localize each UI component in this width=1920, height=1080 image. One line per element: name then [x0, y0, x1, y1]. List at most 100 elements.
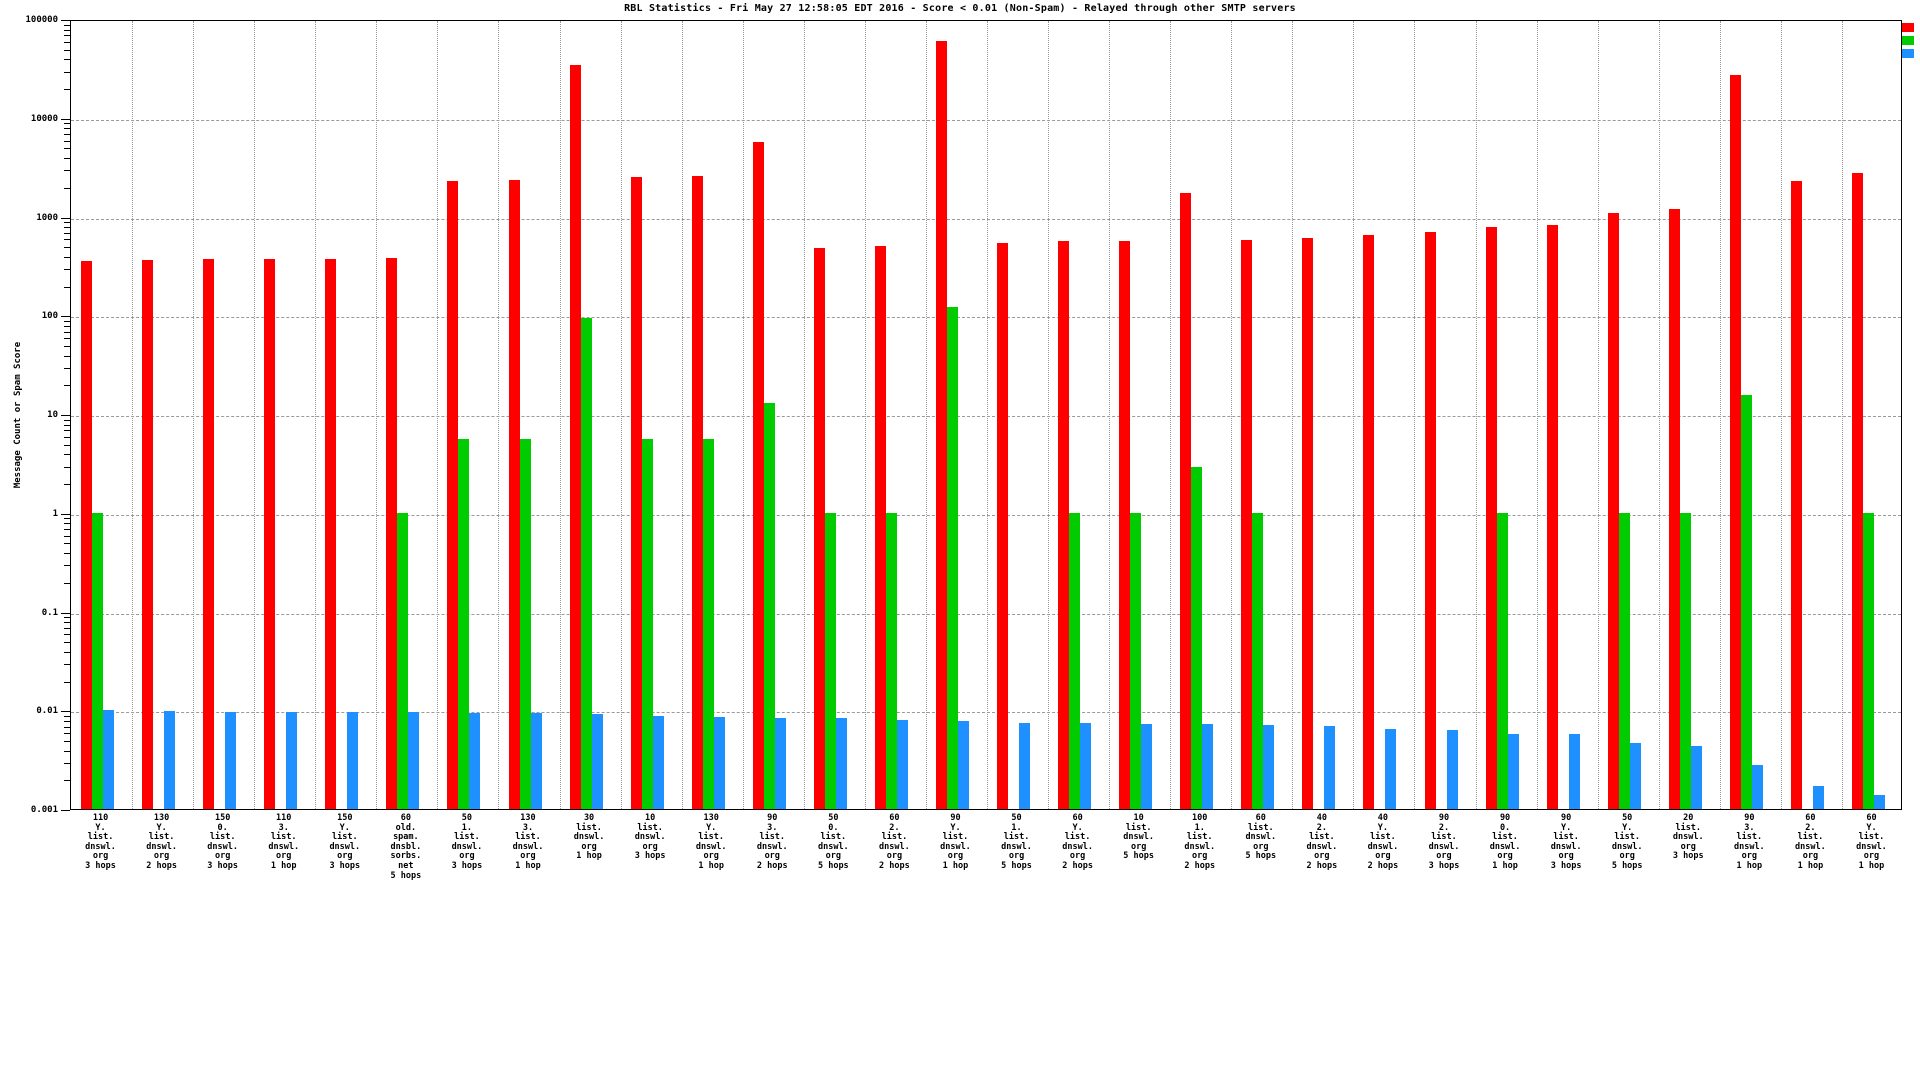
y-tick-minor: [64, 187, 70, 189]
y-tick-minor: [64, 41, 70, 43]
bar-score: [1690, 746, 1702, 809]
bar-spam: [1191, 467, 1203, 809]
y-tick-minor: [64, 651, 70, 653]
bar-score: [408, 712, 420, 809]
y-tick-minor: [64, 320, 70, 322]
bar-not-spam: [1058, 241, 1070, 809]
vertical-gridline: [193, 21, 194, 809]
x-tick-label: 10 list. dnswl. org 3 hops: [634, 813, 666, 862]
bar-not-spam: [1851, 173, 1863, 809]
bar-not-spam: [1424, 232, 1436, 809]
bar-not-spam: [264, 258, 276, 809]
y-tick-minor: [64, 424, 70, 426]
y-tick-minor: [64, 518, 70, 520]
x-tick-label: 110 Y. list. dnswl. org 3 hops: [85, 813, 116, 871]
horizontal-gridline: [71, 317, 1901, 319]
y-tick-minor: [64, 733, 70, 735]
bar-not-spam: [691, 175, 703, 809]
y-tick-minor: [64, 720, 70, 722]
x-tick-label: 40 Y. list. dnswl. org 2 hops: [1367, 813, 1399, 871]
x-tick-label: 10 list. dnswl. org 5 hops: [1123, 813, 1155, 862]
bar-not-spam: [386, 258, 398, 809]
vertical-gridline: [865, 21, 866, 809]
bar-not-spam: [935, 40, 947, 809]
y-tick-minor: [64, 227, 70, 229]
y-tick-major: [61, 513, 70, 515]
horizontal-gridline: [71, 416, 1901, 417]
bar-spam: [580, 318, 592, 809]
y-tick-minor: [64, 681, 70, 683]
y-tick-minor: [64, 543, 70, 545]
y-tick-minor: [64, 553, 70, 555]
y-tick-minor: [64, 123, 70, 125]
y-tick-label: 0.1: [41, 607, 58, 618]
horizontal-gridline: [71, 712, 1901, 714]
y-tick-minor: [64, 49, 70, 51]
bar-not-spam: [447, 180, 459, 809]
y-tick-minor: [64, 345, 70, 347]
vertical-gridline: [1109, 21, 1110, 809]
bar-spam: [519, 438, 531, 809]
bar-spam: [1496, 512, 1508, 809]
y-tick-minor: [64, 89, 70, 91]
x-tick-label: 150 0. list. dnswl. org 3 hops: [207, 813, 239, 871]
vertical-gridline: [1048, 21, 1049, 809]
vertical-gridline: [1170, 21, 1171, 809]
y-tick-minor: [64, 726, 70, 728]
bar-not-spam: [630, 177, 642, 809]
y-tick-minor: [64, 232, 70, 234]
bar-score: [774, 717, 786, 809]
y-tick-minor: [64, 715, 70, 717]
y-tick-minor: [64, 35, 70, 37]
y-tick-minor: [64, 325, 70, 327]
x-tick-label: 130 Y. list. dnswl. org 1 hop: [695, 813, 727, 871]
y-tick-major: [61, 612, 70, 614]
bar-score: [591, 713, 603, 809]
bar-score: [835, 718, 847, 809]
bar-spam: [1130, 512, 1142, 809]
vertical-gridline: [1781, 21, 1782, 809]
y-tick-minor: [64, 627, 70, 629]
y-tick-label: 1000: [36, 212, 58, 223]
bar-score: [164, 711, 176, 809]
horizontal-gridline: [71, 613, 1901, 615]
y-tick-major: [61, 217, 70, 219]
y-tick-label: 100: [41, 311, 58, 322]
y-tick-minor: [64, 740, 70, 742]
vertical-gridline: [926, 21, 927, 809]
vertical-gridline: [1231, 21, 1232, 809]
vertical-gridline: [621, 21, 622, 809]
y-tick-minor: [64, 29, 70, 31]
y-tick-minor: [64, 642, 70, 644]
y-tick-minor: [64, 535, 70, 537]
bar-spam: [1252, 512, 1264, 809]
y-tick-minor: [64, 430, 70, 432]
x-tick-label: 90 2. list. dnswl. org 3 hops: [1428, 813, 1460, 871]
bar-score: [347, 712, 359, 809]
x-tick-label: 50 1. list. dnswl. org 5 hops: [1001, 813, 1032, 871]
x-tick-label: 110 3. list. dnswl. org 1 hop: [268, 813, 300, 871]
bar-score: [1324, 726, 1336, 809]
bar-not-spam: [752, 141, 764, 809]
y-tick-minor: [64, 269, 70, 271]
x-tick-label: 60 Y. list. dnswl. org 2 hops: [1062, 813, 1093, 871]
bar-not-spam: [1180, 192, 1192, 809]
bar-spam: [92, 512, 104, 809]
bar-not-spam: [325, 258, 337, 809]
bar-not-spam: [1790, 180, 1802, 809]
y-tick-major: [61, 415, 70, 416]
bar-spam: [946, 306, 958, 809]
bar-score: [225, 711, 237, 809]
bar-score: [1019, 722, 1031, 809]
y-tick-minor: [64, 466, 70, 468]
y-tick-label: 1: [52, 508, 58, 519]
y-tick-minor: [64, 256, 70, 258]
vertical-gridline: [743, 21, 744, 809]
y-tick-minor: [64, 140, 70, 142]
vertical-gridline: [682, 21, 683, 809]
y-tick-major: [61, 711, 70, 713]
y-tick-label: 0.001: [30, 805, 58, 815]
bar-score: [1812, 786, 1824, 809]
bar-not-spam: [81, 260, 93, 809]
